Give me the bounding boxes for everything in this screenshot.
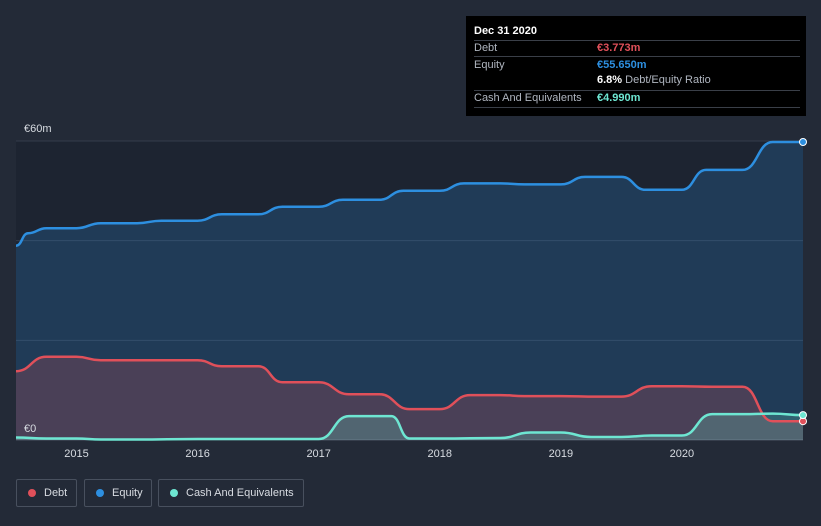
debt-line (15, 355, 803, 423)
tooltip-cash-label: Cash And Equivalents (474, 92, 582, 104)
equity-endpoint (799, 137, 807, 146)
cash-line (15, 412, 804, 441)
x-tick-label: 2016 (185, 448, 209, 460)
x-tick-label: 2020 (670, 448, 694, 460)
tooltip-equity-label: Equity (474, 59, 505, 71)
tooltip-date: Dec 31 2020 (474, 25, 537, 37)
equity-line (15, 140, 803, 247)
tooltip-divider (474, 40, 800, 41)
x-axis: 2015 2016 2017 2018 2019 2020 (64, 448, 694, 460)
tooltip-divider (474, 107, 800, 108)
debt-dot-icon (28, 489, 36, 497)
equity-dot-icon (96, 489, 104, 497)
tooltip-debt-row: Debt €3.773m (474, 40, 800, 56)
tooltip-ratio-label: Debt/Equity Ratio (625, 74, 711, 86)
debt-area (16, 356, 803, 440)
legend-label-cash: Cash And Equivalents (186, 487, 294, 499)
y-axis: €60m €0 (24, 123, 52, 435)
x-tick-label: 2015 (64, 448, 88, 460)
tooltip-equity-value: €55.650m (597, 59, 647, 71)
tooltip-equity-row: Equity €55.650m (474, 57, 800, 73)
series-endpoints (799, 137, 807, 426)
y-tick-label: €60m (24, 123, 52, 135)
legend-item-debt[interactable]: Debt (16, 479, 77, 507)
tooltip-divider (474, 90, 800, 91)
cash-area (16, 413, 803, 440)
tooltip-debt-label: Debt (474, 42, 498, 54)
legend-label-debt: Debt (44, 487, 68, 499)
legend-item-equity[interactable]: Equity (84, 479, 152, 507)
x-tick-label: 2019 (549, 448, 573, 460)
tooltip-debt-value: €3.773m (597, 42, 641, 54)
series-lines (15, 140, 804, 441)
x-tick-label: 2017 (306, 448, 330, 460)
tooltip-cash-value: €4.990m (597, 92, 641, 104)
tooltip-ratio-value: 6.8% (597, 74, 623, 86)
x-tick-label: 2018 (428, 448, 452, 460)
tooltip-ratio: 6.8% Debt/Equity Ratio (597, 74, 711, 86)
y-tick-label: €0 (24, 423, 36, 435)
cash-endpoint (799, 411, 807, 420)
tooltip-divider (474, 56, 800, 57)
tooltip-cash-row: Cash And Equivalents €4.990m (474, 90, 800, 106)
cash-dot-icon (170, 489, 178, 497)
legend-label-equity: Equity (112, 487, 143, 499)
tooltip-panel: Dec 31 2020 Debt €3.773m Equity €55.650m… (466, 16, 806, 116)
legend-item-cash[interactable]: Cash And Equivalents (158, 479, 304, 507)
